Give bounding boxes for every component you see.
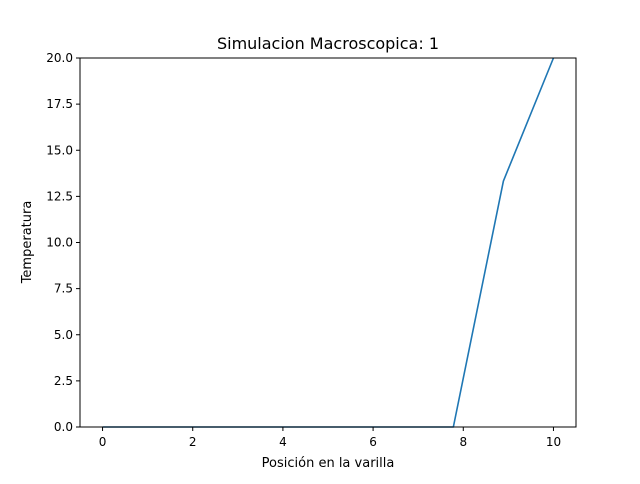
x-tick-label: 4 — [279, 435, 287, 449]
chart-title: Simulacion Macroscopica: 1 — [217, 34, 439, 53]
y-tick-label: 10.0 — [46, 236, 73, 250]
y-tick-label: 17.5 — [46, 97, 73, 111]
y-tick-label: 12.5 — [46, 189, 73, 203]
x-axis-label: Posición en la varilla — [262, 456, 395, 471]
axes-frame — [79, 57, 577, 428]
y-tick-label: 2.5 — [54, 374, 73, 388]
y-axis-label: Temperatura — [20, 201, 35, 285]
y-tick-label: 5.0 — [54, 328, 73, 342]
x-tick-label: 6 — [369, 435, 377, 449]
x-tick-label: 0 — [99, 435, 107, 449]
x-tick-label: 2 — [189, 435, 197, 449]
y-tick-label: 7.5 — [54, 282, 73, 296]
x-tick-label: 10 — [546, 435, 561, 449]
y-tick-label: 20.0 — [46, 51, 73, 65]
y-tick-label: 15.0 — [46, 143, 73, 157]
y-tick-label: 0.0 — [54, 420, 73, 434]
x-tick-label: 8 — [459, 435, 467, 449]
